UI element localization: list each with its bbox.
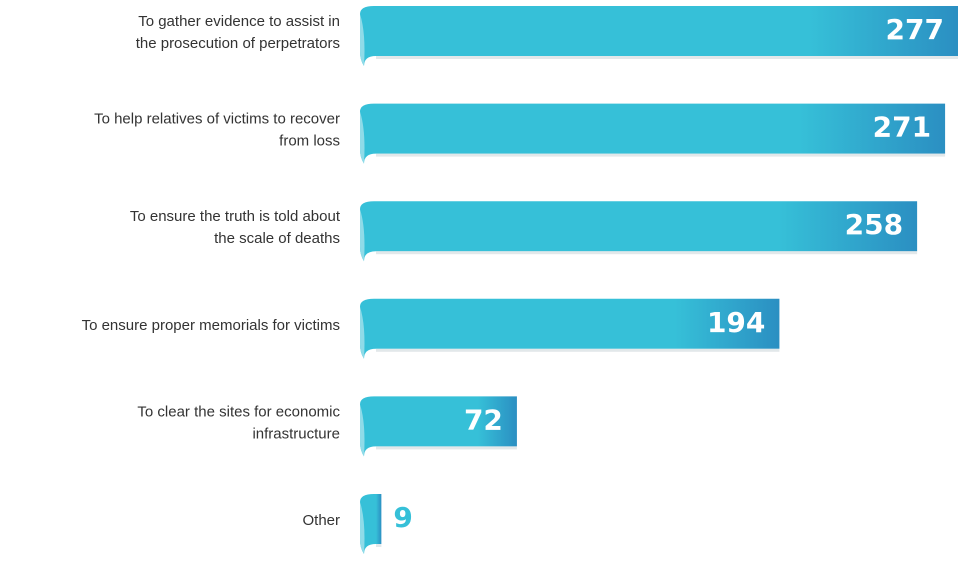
bar xyxy=(360,396,517,457)
value-label: 72 xyxy=(464,403,503,436)
value-label: 258 xyxy=(845,208,903,241)
category-label: infrastructure xyxy=(252,425,340,442)
value-label: 271 xyxy=(873,111,931,144)
bar xyxy=(360,298,780,359)
bar-curl xyxy=(360,14,365,66)
bar-curl xyxy=(360,404,365,457)
category-label: from loss xyxy=(279,133,340,150)
category-label: the prosecution of perpetrators xyxy=(136,35,340,52)
category-label: Other xyxy=(302,512,340,529)
category-label: To ensure proper memorials for victims xyxy=(82,317,340,334)
bar-curl xyxy=(360,111,365,164)
value-label: 9 xyxy=(393,501,412,534)
bar-shadow xyxy=(376,348,780,352)
category-label: To ensure the truth is told about xyxy=(130,208,341,225)
value-label: 194 xyxy=(707,306,765,339)
bar xyxy=(360,494,382,554)
value-label: 277 xyxy=(886,13,944,46)
bar-shadow xyxy=(376,56,958,59)
bar-curl xyxy=(360,502,365,554)
bar xyxy=(360,6,958,66)
bar-curl xyxy=(360,209,365,262)
bar-curl xyxy=(360,306,365,359)
bar-shadow xyxy=(376,446,517,450)
category-label: To clear the sites for economic xyxy=(137,403,340,420)
bar-shadow xyxy=(376,251,918,255)
bar-shadow xyxy=(376,153,946,157)
category-label: To gather evidence to assist in xyxy=(138,13,340,30)
bar xyxy=(360,103,946,164)
category-label: the scale of deaths xyxy=(214,230,340,247)
bar xyxy=(360,201,918,262)
bar-shadow xyxy=(376,544,382,547)
category-label: To help relatives of victims to recover xyxy=(94,111,340,128)
